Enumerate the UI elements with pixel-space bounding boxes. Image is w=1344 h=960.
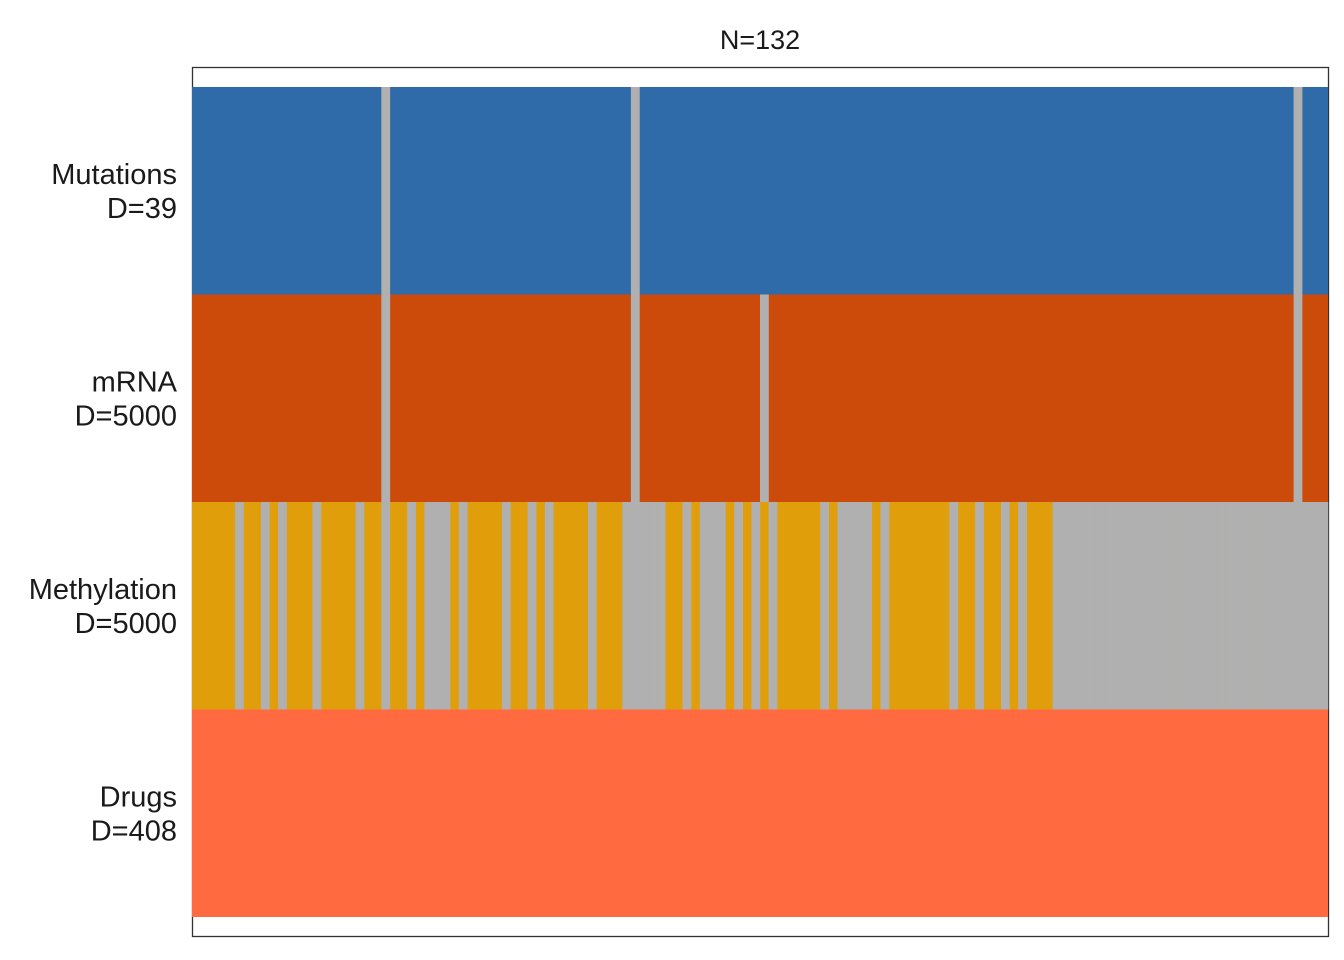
missing-sample-cell bbox=[1000, 502, 1010, 710]
missing-sample-cell bbox=[407, 502, 416, 710]
view-name: Mutations bbox=[51, 159, 177, 191]
view-label-methylation: Methylation D=5000 bbox=[29, 574, 177, 640]
missing-sample-cell bbox=[1267, 502, 1277, 710]
missing-sample-cell bbox=[1302, 502, 1311, 710]
missing-sample-cell bbox=[1087, 502, 1096, 710]
missing-sample-cell bbox=[458, 502, 468, 710]
missing-sample-cell bbox=[1112, 502, 1122, 710]
missing-sample-cell bbox=[760, 294, 769, 502]
view-name: Methylation bbox=[29, 574, 177, 606]
missing-sample-cell bbox=[1207, 502, 1217, 710]
missing-sample-cell bbox=[630, 87, 640, 295]
missing-sample-cell bbox=[648, 502, 657, 710]
view-row-drugs bbox=[192, 709, 1328, 917]
view-name: mRNA bbox=[92, 366, 178, 398]
missing-sample-cell bbox=[880, 502, 890, 710]
missing-sample-cell bbox=[734, 502, 743, 710]
missing-sample-cell bbox=[432, 502, 442, 710]
view-row-fill bbox=[192, 87, 1328, 295]
missing-sample-cell bbox=[768, 502, 778, 710]
missing-sample-cell bbox=[846, 502, 855, 710]
missing-sample-cell bbox=[1155, 502, 1165, 710]
view-dimension: D=408 bbox=[91, 815, 177, 847]
missing-sample-cell bbox=[355, 502, 365, 710]
missing-sample-cell bbox=[622, 502, 632, 710]
missing-sample-cell bbox=[656, 502, 666, 710]
missing-sample-cell bbox=[630, 294, 640, 502]
view-rows bbox=[192, 87, 1329, 917]
missing-sample-cell bbox=[1138, 502, 1148, 710]
view-dimension: D=5000 bbox=[75, 400, 177, 432]
missing-sample-cell bbox=[312, 502, 322, 710]
missing-sample-cell bbox=[949, 502, 959, 710]
missing-sample-cell bbox=[1078, 502, 1088, 710]
missing-sample-cell bbox=[1104, 502, 1114, 710]
view-dimension: D=39 bbox=[107, 193, 177, 225]
chart-title: N=132 bbox=[720, 25, 800, 55]
missing-sample-cell bbox=[1293, 502, 1303, 710]
missing-sample-cell bbox=[1173, 502, 1182, 710]
missing-sample-cell bbox=[424, 502, 434, 710]
missing-sample-cell bbox=[544, 502, 554, 710]
view-row-methylation bbox=[192, 502, 1329, 710]
missing-sample-cell bbox=[1147, 502, 1157, 710]
missing-sample-cell bbox=[381, 502, 391, 710]
missing-sample-cell bbox=[639, 502, 649, 710]
view-label-mutations: Mutations D=39 bbox=[51, 159, 177, 225]
missing-sample-cell bbox=[1164, 502, 1174, 710]
missing-sample-cell bbox=[1069, 502, 1079, 710]
missing-sample-cell bbox=[1233, 502, 1243, 710]
missing-sample-cell bbox=[587, 502, 597, 710]
missing-sample-cell bbox=[751, 502, 761, 710]
missing-sample-cell bbox=[278, 502, 287, 710]
view-row-fill bbox=[192, 709, 1328, 917]
missing-sample-cell bbox=[1052, 502, 1062, 710]
missing-sample-cell bbox=[1259, 502, 1268, 710]
missing-sample-cell bbox=[1284, 502, 1294, 710]
missing-sample-cell bbox=[699, 502, 709, 710]
missing-sample-cell bbox=[1319, 502, 1329, 710]
missing-sample-cell bbox=[854, 502, 864, 710]
missing-sample-cell bbox=[1224, 502, 1234, 710]
missing-sample-cell bbox=[1130, 502, 1139, 710]
view-label-drugs: Drugs D=408 bbox=[91, 781, 177, 847]
missing-sample-cell bbox=[1095, 502, 1105, 710]
missing-sample-cell bbox=[708, 502, 718, 710]
missing-sample-cell bbox=[682, 502, 692, 710]
view-row-mutations bbox=[192, 87, 1328, 295]
missing-sample-cell bbox=[235, 502, 244, 710]
missing-sample-cell bbox=[260, 502, 270, 710]
missing-sample-cell bbox=[630, 502, 640, 710]
missing-sample-cell bbox=[1061, 502, 1071, 710]
missing-sample-cell bbox=[501, 502, 511, 710]
missing-sample-cell bbox=[1241, 502, 1251, 710]
missing-sample-cell bbox=[441, 502, 451, 710]
missing-sample-cell bbox=[1181, 502, 1191, 710]
missing-sample-cell bbox=[381, 294, 391, 502]
view-label-mrna: mRNA D=5000 bbox=[75, 366, 178, 432]
missing-sample-cell bbox=[1276, 502, 1286, 710]
missing-sample-cell bbox=[1216, 502, 1225, 710]
missing-sample-cell bbox=[527, 502, 537, 710]
missing-sample-cell bbox=[1190, 502, 1200, 710]
missing-sample-cell bbox=[975, 502, 984, 710]
view-row-mrna bbox=[192, 294, 1328, 502]
missing-sample-cell bbox=[381, 87, 391, 295]
missing-sample-cell bbox=[1293, 294, 1303, 502]
view-name: Drugs bbox=[100, 781, 177, 813]
missing-sample-cell bbox=[820, 502, 830, 710]
missing-sample-cell bbox=[1250, 502, 1260, 710]
missing-sample-cell bbox=[1198, 502, 1208, 710]
missing-sample-cell bbox=[1018, 502, 1027, 710]
view-dimension: D=5000 bbox=[75, 608, 177, 640]
missing-sample-cell bbox=[863, 502, 873, 710]
missing-sample-cell bbox=[716, 502, 726, 710]
missing-sample-cell bbox=[1293, 87, 1303, 295]
missing-sample-cell bbox=[1310, 502, 1320, 710]
missing-sample-cell bbox=[1121, 502, 1131, 710]
missing-sample-cell bbox=[837, 502, 847, 710]
